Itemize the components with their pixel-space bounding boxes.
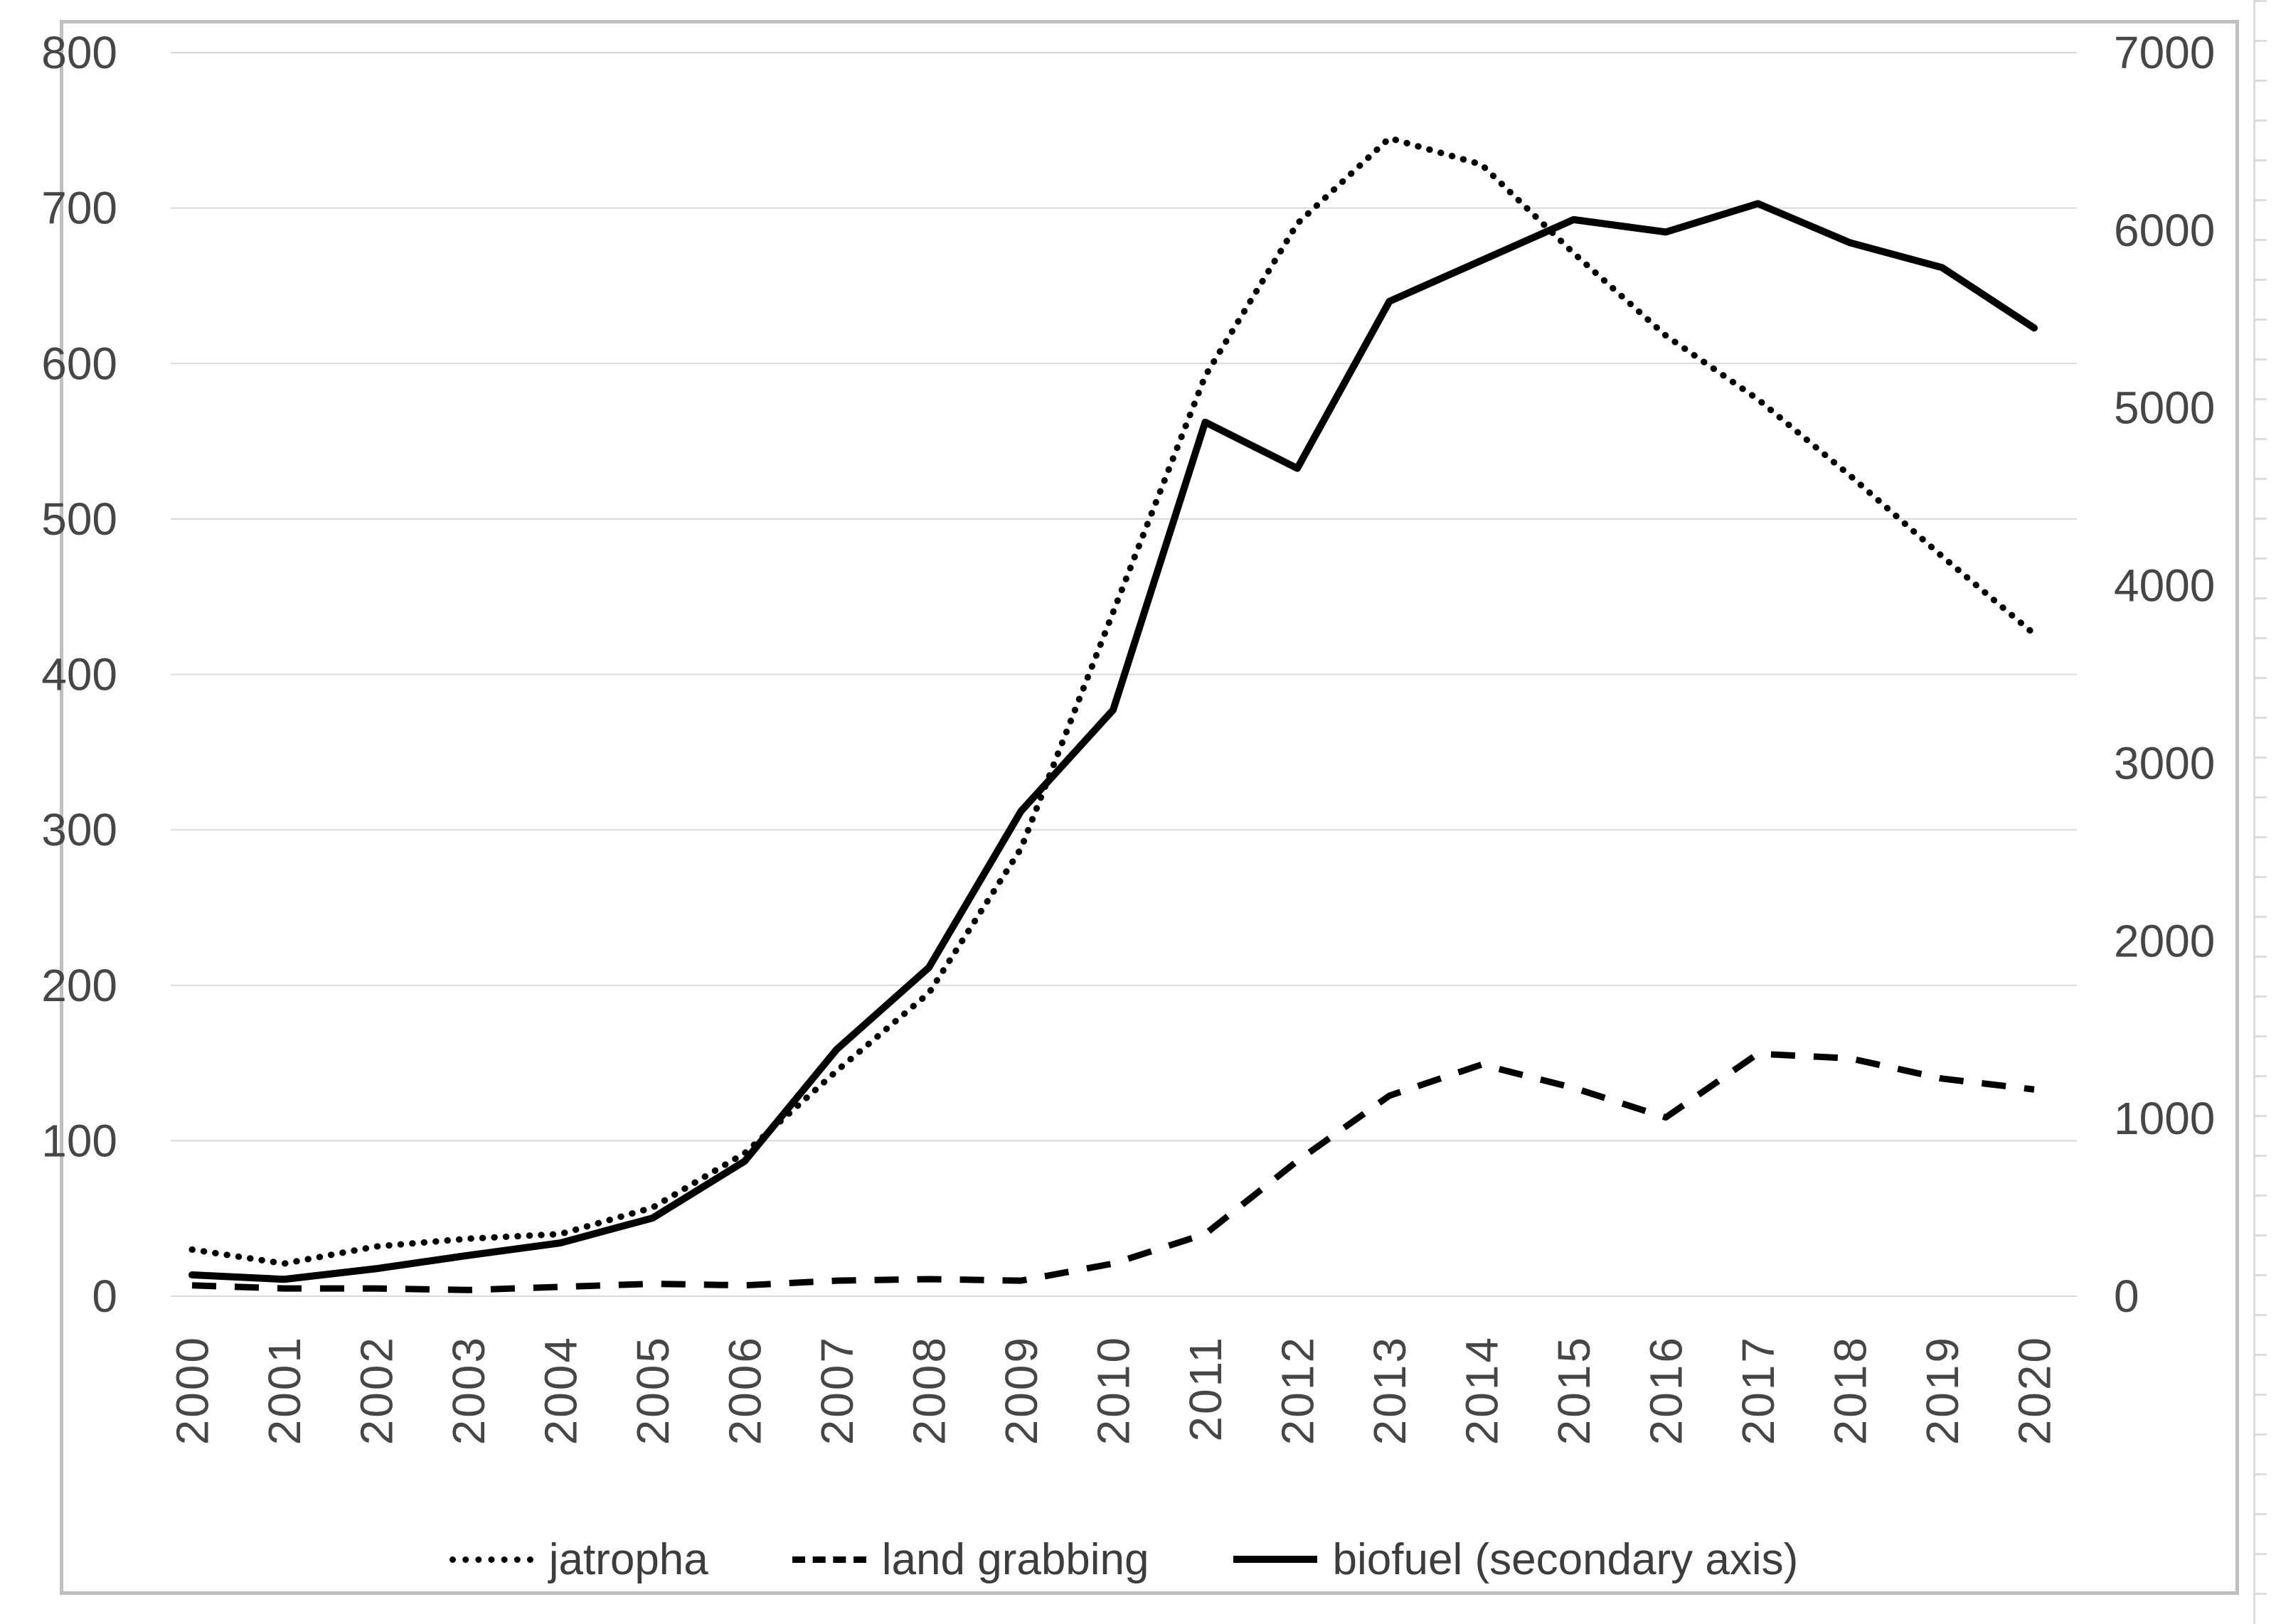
series-line-biofuel [188,200,2038,1283]
x-axis-label-2006: 2006 [719,1335,770,1445]
x-axis-label-2004: 2004 [535,1335,586,1445]
legend-label-land-grabbing: land grabbing [881,1534,1149,1584]
series-line-jatropha [188,134,2038,1267]
right-axis-tick-5000: 5000 [2114,383,2215,434]
x-axis-label-2014: 2014 [1456,1335,1507,1445]
right-axis-tick-1000: 1000 [2114,1093,2215,1144]
legend-item-jatropha: jatropha [449,1534,708,1585]
figure-border [60,20,2239,1595]
left-axis-tick-500: 500 [41,493,117,545]
x-axis-label-2005: 2005 [627,1335,679,1445]
x-axis-label-2015: 2015 [1548,1335,1600,1445]
x-axis-label-2011: 2011 [1180,1335,1231,1442]
x-axis-label-2008: 2008 [903,1335,954,1445]
x-axis-label-2000: 2000 [166,1335,218,1445]
right-axis-tick-4000: 4000 [2114,560,2215,611]
series-line-land-grabbing [191,1050,2035,1293]
x-axis-label-2020: 2020 [2009,1335,2060,1445]
left-axis-tick-200: 200 [41,960,117,1011]
right-axis-tick-2000: 2000 [2114,915,2215,966]
chart-legend: jatropha land grabbing biofuel (secondar… [171,1520,2077,1598]
left-axis-tick-400: 400 [41,649,117,700]
left-axis-tick-300: 300 [41,804,117,855]
legend-item-land-grabbing: land grabbing [792,1534,1149,1585]
x-axis-label-2002: 2002 [351,1335,402,1445]
x-axis-label-2007: 2007 [812,1335,863,1445]
dotted-line-icon [449,1556,533,1563]
x-axis-label-2001: 2001 [259,1335,310,1445]
legend-item-biofuel: biofuel (secondary axis) [1233,1534,1799,1585]
x-axis-label-2010: 2010 [1088,1335,1139,1445]
x-axis-label-2017: 2017 [1733,1335,1784,1445]
left-axis-tick-600: 600 [41,338,117,389]
left-axis-tick-800: 800 [41,27,117,78]
dashed-line-icon [792,1556,866,1563]
legend-label-biofuel: biofuel (secondary axis) [1332,1534,1799,1584]
right-axis-tick-7000: 7000 [2114,27,2215,78]
right-axis-tick-6000: 6000 [2114,205,2215,256]
right-axis-tick-0: 0 [2114,1271,2139,1322]
left-axis-tick-700: 700 [41,183,117,234]
x-axis-label-2019: 2019 [1917,1335,1968,1445]
x-axis-label-2016: 2016 [1640,1335,1691,1445]
right-axis-tick-3000: 3000 [2114,737,2215,789]
left-axis-tick-100: 100 [41,1115,117,1166]
x-axis-label-2013: 2013 [1364,1335,1415,1445]
x-axis-label-2009: 2009 [996,1335,1047,1445]
legend-label-jatropha: jatropha [548,1534,708,1584]
x-axis-label-2018: 2018 [1824,1335,1876,1445]
solid-line-icon [1233,1556,1317,1563]
page-edge-ticks [2253,0,2267,1624]
left-axis-tick-0: 0 [92,1271,117,1322]
x-axis-label-2012: 2012 [1272,1335,1323,1445]
x-axis-label-2003: 2003 [443,1335,494,1445]
